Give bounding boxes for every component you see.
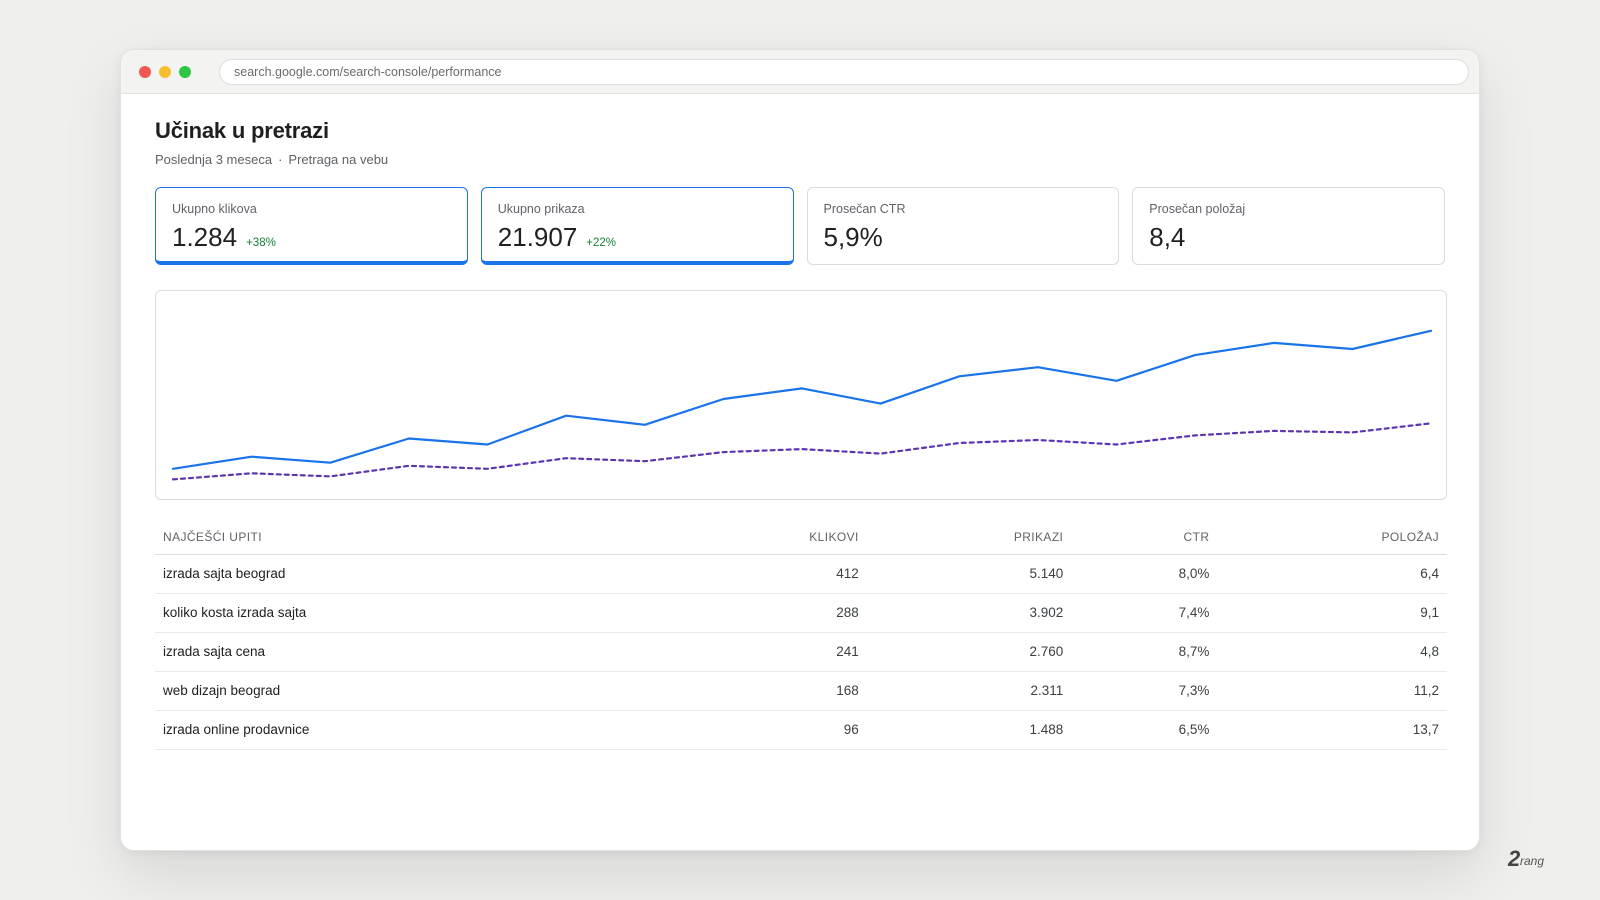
logo-word: rang (1520, 854, 1544, 868)
impressions-cell: 1.488 (866, 710, 1072, 750)
clicks-cell: 241 (662, 632, 867, 672)
ctr-cell: 8,0% (1071, 554, 1218, 594)
metric-label: Ukupno prikaza (497, 202, 585, 216)
ctr-cell: 8,7% (1071, 632, 1218, 672)
metric-card-clicks[interactable]: Ukupno klikova 1.284 +38% (155, 187, 468, 265)
performance-chart-svg (171, 329, 1433, 481)
metric-card-impressions[interactable]: Ukupno prikaza 21.907 +22% (480, 187, 794, 265)
metric-value: 8,4 (1149, 222, 1186, 252)
clicks-cell: 412 (662, 554, 867, 594)
query-cell: izrada sajta cena (155, 632, 663, 672)
browser-window: search.google.com/search-console/perform… (120, 49, 1480, 851)
page-subtitle: Poslednja 3 meseca · Pretraga na vebu (155, 152, 1445, 167)
clicks-cell: 288 (662, 593, 867, 633)
page-title: Učinak u pretrazi (155, 118, 329, 143)
address-bar[interactable]: search.google.com/search-console/perform… (219, 58, 1469, 85)
impressions-cell: 3.902 (866, 593, 1072, 633)
table-header-row: NAJČEŠĆI UPITI KLIKOVI PRIKAZI CTR POLOŽ… (155, 520, 1447, 555)
position-cell: 9,1 (1217, 593, 1447, 633)
metric-card-position[interactable]: Prosečan položaj 8,4 (1132, 187, 1445, 265)
ctr-cell: 7,3% (1071, 671, 1218, 711)
minimize-window-button[interactable] (159, 65, 171, 78)
ctr-cell: 6,5% (1071, 710, 1218, 750)
page-content: Učinak u pretrazi Poslednja 3 meseca · Pre… (121, 94, 1479, 750)
column-header-position[interactable]: POLOŽAJ (1217, 520, 1447, 555)
table-row[interactable]: web dizajn beograd 168 2.311 7,3% 11,2 (155, 671, 1447, 711)
metric-cards: Ukupno klikova 1.284 +38% Ukupno prikaza… (155, 187, 1445, 265)
position-cell: 13,7 (1217, 710, 1447, 750)
table-row[interactable]: izrada sajta cena 241 2.760 8,7% 4,8 (155, 632, 1447, 672)
query-cell: izrada online prodavnice (155, 710, 663, 750)
metric-delta: +22% (586, 237, 617, 249)
impressions-cell: 2.760 (866, 632, 1072, 672)
metric-value: 5,9% (823, 222, 883, 252)
query-cell: koliko kosta izrada sajta (155, 593, 663, 633)
date-range-filter[interactable]: Poslednja 3 meseca (155, 152, 273, 167)
metric-label: Prosečan CTR (823, 202, 906, 216)
ctr-cell: 7,4% (1071, 593, 1218, 633)
query-cell: web dizajn beograd (155, 671, 663, 711)
column-header-query[interactable]: NAJČEŠĆI UPITI (155, 520, 663, 555)
clicks-cell: 96 (662, 710, 867, 750)
series-line-0 (171, 329, 1433, 470)
clicks-cell: 168 (662, 671, 867, 711)
subtitle-separator: · (278, 152, 283, 167)
table-row[interactable]: izrada online prodavnice 96 1.488 6,5% 1… (155, 710, 1447, 750)
column-header-ctr[interactable]: CTR (1071, 520, 1218, 555)
position-cell: 6,4 (1217, 554, 1447, 594)
metric-value: 1.284 (172, 222, 238, 252)
performance-chart (155, 290, 1447, 500)
column-header-impressions[interactable]: PRIKAZI (866, 520, 1072, 555)
maximize-window-button[interactable] (179, 65, 191, 78)
position-cell: 4,8 (1217, 632, 1447, 672)
brand-logo: 2 rang (1507, 846, 1544, 871)
table-row[interactable]: izrada sajta beograd 412 5.140 8,0% 6,4 (155, 554, 1447, 594)
metric-value: 21.907 (497, 222, 578, 252)
metric-label: Prosečan položaj (1149, 202, 1246, 216)
browser-titlebar: search.google.com/search-console/perform… (121, 50, 1479, 94)
query-cell: izrada sajta beograd (155, 554, 663, 594)
queries-table: NAJČEŠĆI UPITI KLIKOVI PRIKAZI CTR POLOŽ… (155, 520, 1447, 750)
series-line-1 (171, 422, 1433, 481)
search-type-filter[interactable]: Pretraga na vebu (288, 152, 389, 167)
close-window-button[interactable] (139, 65, 151, 78)
impressions-cell: 5.140 (866, 554, 1072, 594)
metric-label: Ukupno klikova (172, 202, 257, 216)
metric-card-ctr[interactable]: Prosečan CTR 5,9% (806, 187, 1120, 265)
impressions-cell: 2.311 (866, 671, 1072, 711)
logo-numeral: 2 (1507, 846, 1521, 871)
metric-delta: +38% (246, 237, 276, 249)
position-cell: 11,2 (1217, 671, 1447, 711)
address-bar-url: search.google.com/search-console/perform… (234, 64, 502, 79)
table-row[interactable]: koliko kosta izrada sajta 288 3.902 7,4%… (155, 593, 1447, 633)
column-header-clicks[interactable]: KLIKOVI (662, 520, 867, 555)
